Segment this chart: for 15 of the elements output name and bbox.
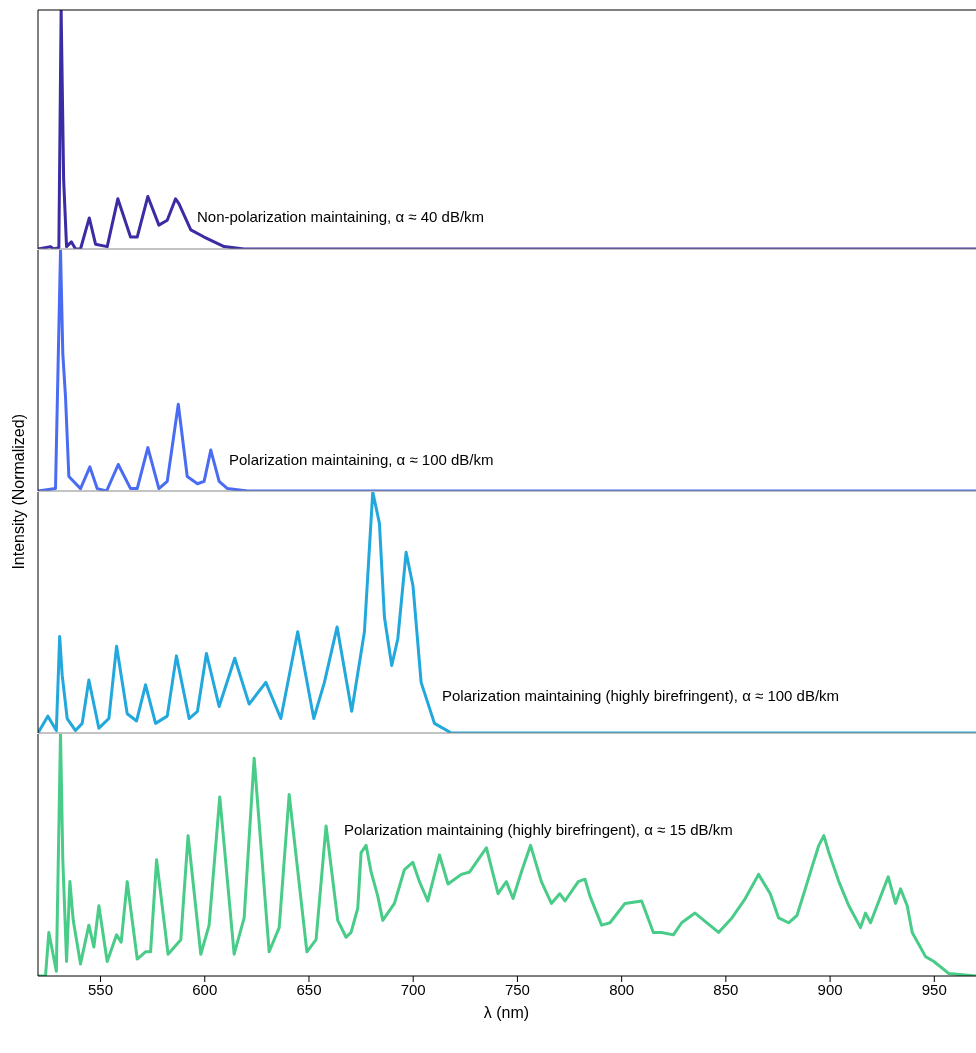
x-tick-label: 700 [400,980,426,998]
x-tick-label: 950 [921,980,947,998]
x-tick-label: 550 [88,980,114,998]
annotation: Polarization maintaining, α ≈ 100 dB/km [229,451,494,468]
annotation: Polarization maintaining (highly birefringent), α ≈ 15 dB/km [344,821,733,838]
x-tick-label: 650 [296,980,322,998]
annotation: Polarization maintaining (highly birefringent), α ≈ 100 dB/km [442,687,840,704]
x-tick-label: 750 [504,980,530,998]
x-tick-label: 900 [817,980,843,998]
x-axis-title: λ (nm) [482,1004,531,1022]
annotation: Non-polarization maintaining, α ≈ 40 dB/km [197,208,485,225]
x-tick-label: 800 [609,980,635,998]
y-axis-title: Intensity (Normalized) [10,414,28,570]
x-tick-label: 600 [192,980,218,998]
x-tick-label: 850 [713,980,739,998]
